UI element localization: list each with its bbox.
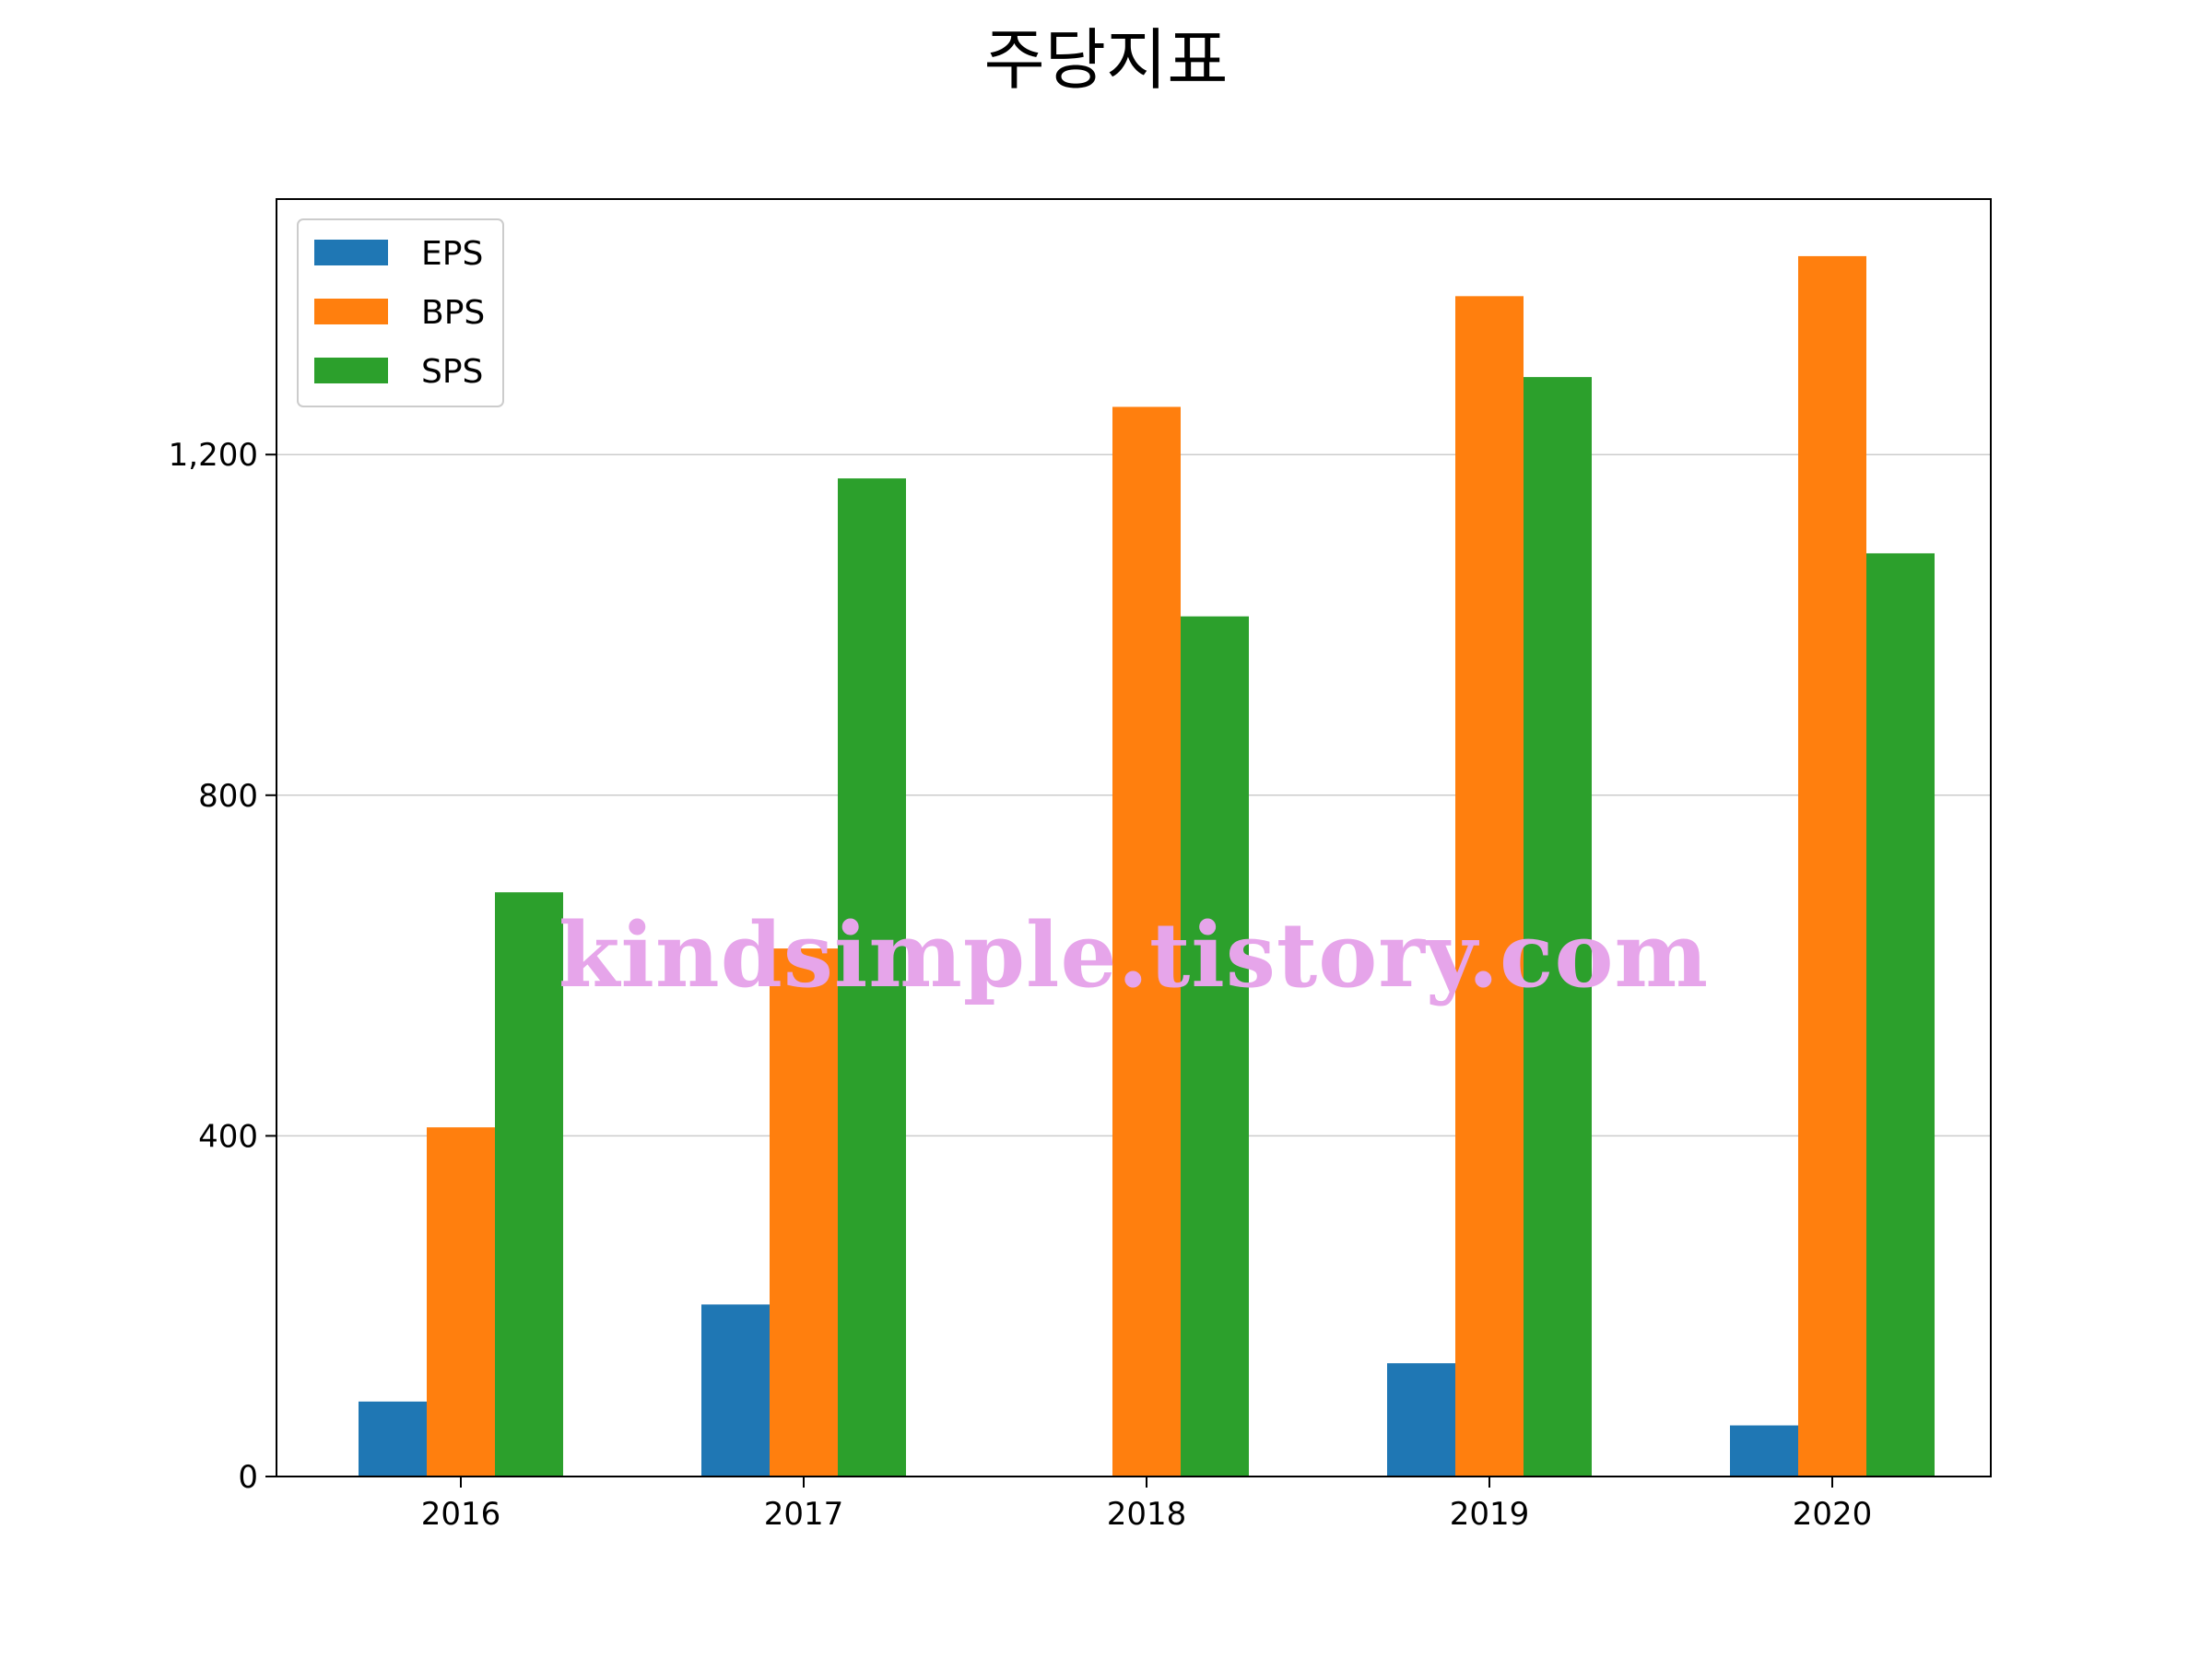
watermark-text: kindsimple.tistory.com <box>559 903 1709 1007</box>
y-axis: 0 400 800 1,200 <box>169 437 276 1496</box>
y-tick-label: 800 <box>198 778 258 815</box>
y-tick-label: 400 <box>198 1118 258 1155</box>
bar-sps-2016 <box>495 892 563 1477</box>
bar-eps-2016 <box>359 1401 427 1477</box>
legend-swatch-sps <box>314 358 388 383</box>
chart-title: 주당지표 <box>984 21 1229 99</box>
legend-label-sps: SPS <box>421 353 483 391</box>
y-tick-label: 1,200 <box>169 437 258 474</box>
bar-sps-2019 <box>1524 377 1592 1477</box>
bar-bps-2018 <box>1112 406 1181 1477</box>
plot-frame <box>276 198 1992 1477</box>
legend-label-bps: BPS <box>421 294 485 332</box>
bars <box>359 255 1935 1477</box>
bar-bps-2020 <box>1798 255 1866 1477</box>
bar-sps-2020 <box>1866 553 1935 1477</box>
bar-sps-2018 <box>1181 616 1249 1477</box>
x-axis: 2016 2017 2018 2019 2020 <box>421 1477 1873 1533</box>
legend-label-eps: EPS <box>421 235 483 273</box>
bar-sps-2017 <box>838 478 906 1477</box>
legend: EPS BPS SPS <box>297 218 504 407</box>
bar-eps-2019 <box>1387 1363 1455 1477</box>
x-tick-label: 2020 <box>1793 1496 1873 1533</box>
legend-swatch-bps <box>314 299 388 324</box>
x-tick-label: 2018 <box>1107 1496 1187 1533</box>
y-tick-label: 0 <box>238 1459 258 1496</box>
bar-eps-2020 <box>1730 1425 1798 1477</box>
x-tick-label: 2017 <box>764 1496 844 1533</box>
x-tick-label: 2019 <box>1450 1496 1530 1533</box>
bar-bps-2016 <box>427 1127 495 1477</box>
bar-bps-2019 <box>1455 296 1524 1477</box>
x-tick-label: 2016 <box>421 1496 501 1533</box>
legend-swatch-eps <box>314 240 388 265</box>
bar-bps-2017 <box>770 948 838 1477</box>
bar-eps-2017 <box>701 1304 770 1477</box>
